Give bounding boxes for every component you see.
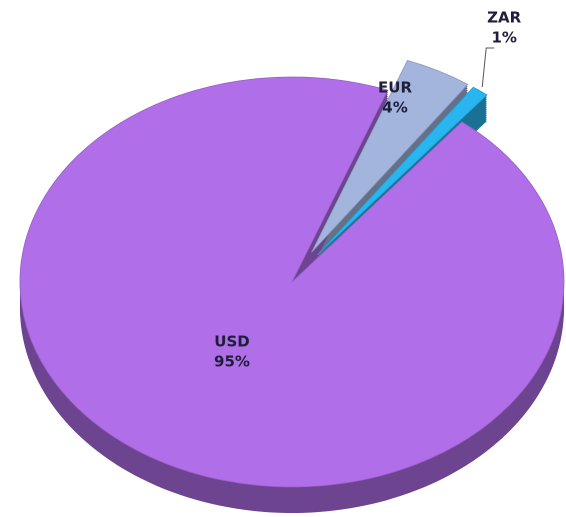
data-label-value: 95% bbox=[214, 353, 250, 371]
data-label-category: EUR bbox=[378, 78, 412, 96]
data-label-value: 4% bbox=[382, 98, 407, 116]
data-label-category: USD bbox=[214, 333, 249, 351]
slice bbox=[19, 76, 565, 488]
data-label-value: 1% bbox=[491, 29, 516, 47]
slice bbox=[316, 86, 488, 256]
data-label-category: ZAR bbox=[487, 9, 521, 27]
slice bbox=[311, 59, 469, 253]
leader-line bbox=[481, 47, 495, 88]
